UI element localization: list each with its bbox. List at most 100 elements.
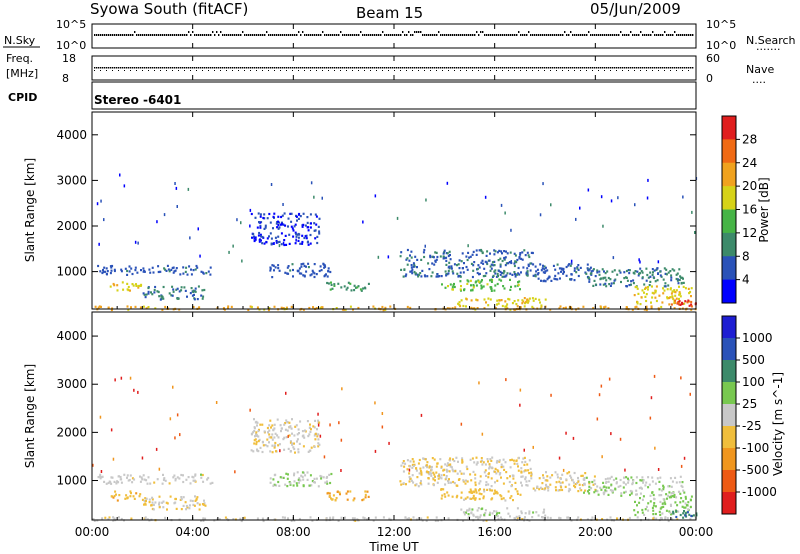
echo-cell [283,448,286,451]
echo-cell [295,215,298,218]
echo-cell [530,473,533,476]
echo-cell [474,497,477,500]
freq-sample [624,67,626,69]
echo-cell [268,441,270,444]
echo-cell [645,308,648,312]
echo-cell [294,242,297,245]
echo-cell [126,273,129,276]
colorbar-swatch [722,186,736,210]
freq-sample [330,67,332,69]
echo-cell [463,513,466,516]
echo-cell [478,516,481,519]
echo-cell [488,472,490,475]
echo-cell [256,517,259,520]
echo-cell [148,498,151,501]
echo-cell [454,470,457,473]
echo-cell [367,495,370,498]
echo-cell [582,305,585,308]
freq-sample [290,67,292,69]
echo-cell [200,473,202,476]
echo-cell [409,460,412,463]
echo-cell [493,470,496,473]
noise-sample [664,31,666,33]
echo-cell [254,438,257,441]
echo-cell [549,483,552,486]
echo-cell [646,288,649,291]
noise-sample [582,34,584,36]
echo-cell [458,259,461,262]
echo-cell [127,479,130,482]
freq-sample [490,67,492,69]
echo-cell [302,274,305,277]
echo-cell [135,283,137,286]
cpid-value: Stereo -6401 [94,93,181,107]
echo-cell [296,438,299,441]
echo-cell [158,295,161,298]
echo-cell [516,462,519,465]
freq-sample [692,67,694,69]
echo-cell [596,271,599,274]
echo-cell [147,286,150,290]
echo-cell [575,271,578,274]
echo-cell [129,289,131,292]
echo-cell [492,264,495,267]
noise-sample [446,34,448,36]
echo-cell [524,460,527,463]
echo-cell [596,417,599,421]
freq-sample [578,67,580,69]
echo-cell [684,300,687,303]
echo-cell [544,280,547,283]
freq-sample [328,67,330,69]
echo-cell [249,408,251,412]
echo-cell [268,424,271,427]
echo-cell [172,385,174,389]
echo-cell [555,481,558,484]
echo-cell [598,393,601,397]
echo-cell [178,290,181,293]
echo-cell [277,235,280,238]
freq-sample [380,67,382,69]
echo-cell [559,482,562,485]
freq-sample [170,67,172,69]
echo-cell [280,430,282,433]
echo-cell [158,506,161,509]
freq-right-tick-bottom: 0 [706,72,713,85]
freq-left-unit: [MHz] [6,67,38,80]
echo-cell [645,293,648,296]
nave-sample [298,70,299,71]
echo-cell [293,225,296,228]
echo-cell [351,517,354,520]
echo-cell [293,442,295,445]
echo-cell [556,263,559,266]
noise-sample [456,34,458,36]
echo-cell [505,250,507,253]
noise-sample [212,31,214,33]
freq-sample [320,67,322,69]
echo-cell [224,516,227,519]
echo-cell [328,495,331,498]
nave-sample [448,70,449,71]
echo-cell [420,275,423,278]
echo-cell [120,270,123,273]
echo-cell [639,260,641,264]
noise-sample [104,34,106,36]
echo-cell [273,242,275,245]
noise-sample [372,34,374,36]
echo-cell [531,251,534,255]
echo-cell [658,494,661,497]
echo-cell [684,502,687,505]
echo-cell [268,436,271,439]
freq-sample [498,67,500,69]
echo-cell [519,388,522,392]
noise-sample [438,31,440,33]
freq-sample [352,67,354,69]
freq-sample [412,67,414,69]
echo-cell [576,266,579,269]
echo-cell [332,494,335,497]
freq-sample [516,67,518,69]
echo-cell [593,475,596,478]
echo-cell [461,460,464,463]
echo-cell [476,299,479,302]
freq-sample [294,67,296,69]
echo-cell [532,445,534,449]
